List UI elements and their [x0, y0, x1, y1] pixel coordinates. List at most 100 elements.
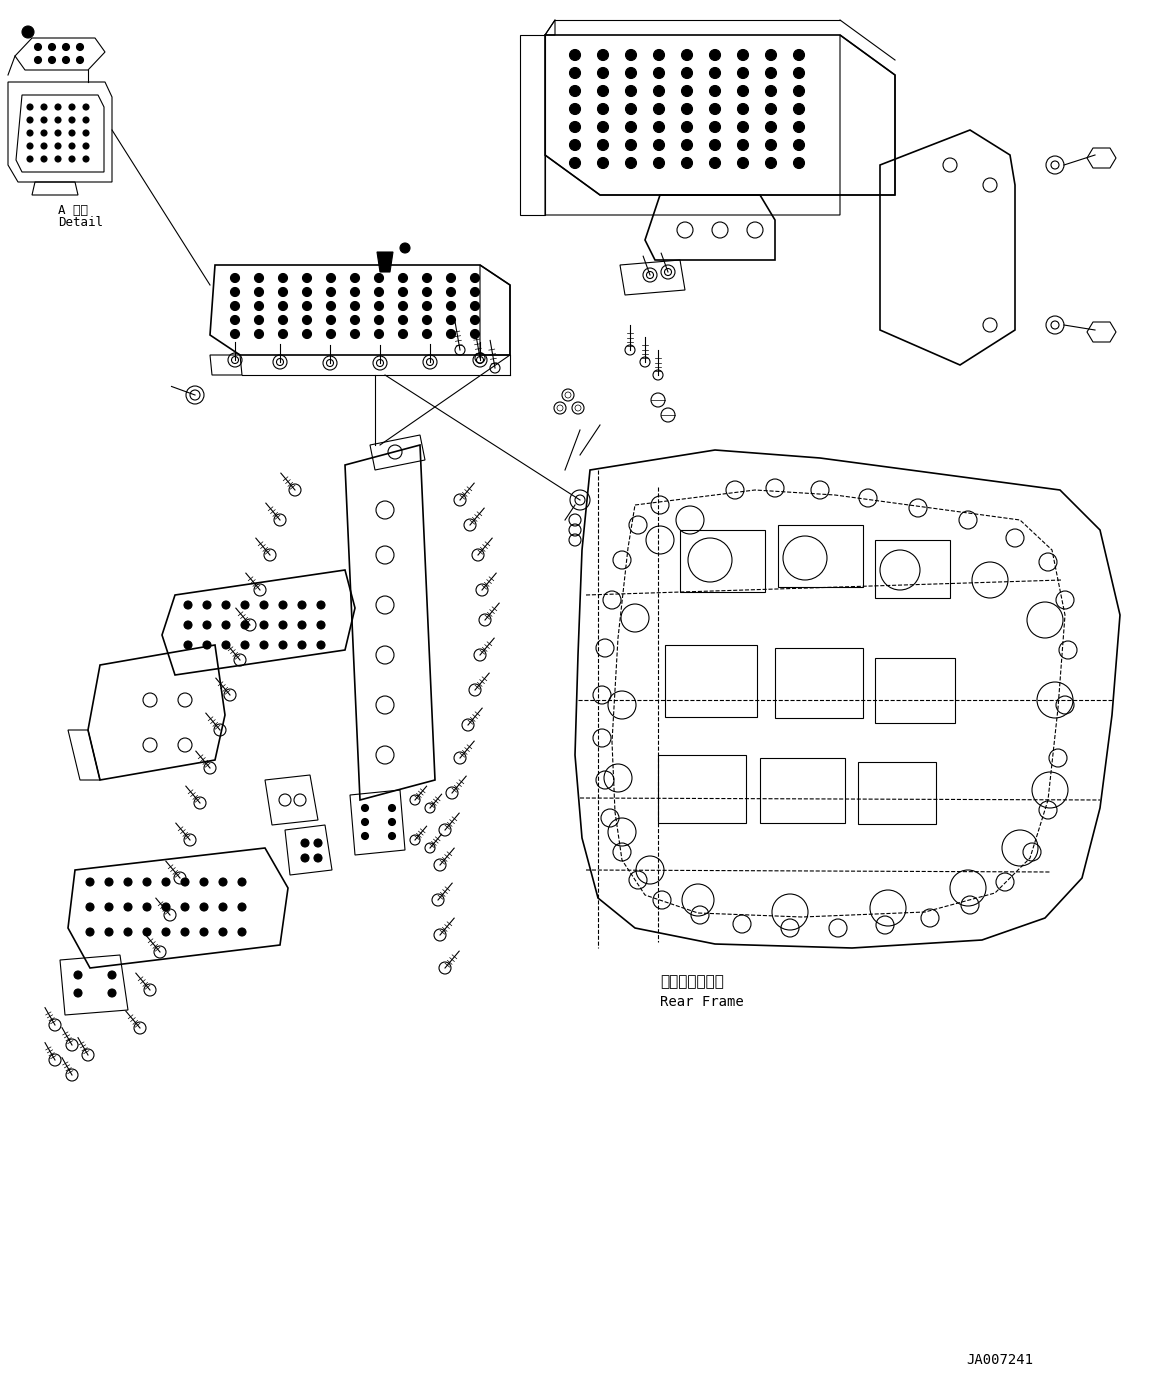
Text: JA007241: JA007241	[966, 1353, 1034, 1367]
Circle shape	[709, 85, 721, 96]
Circle shape	[278, 302, 287, 310]
Circle shape	[241, 640, 249, 649]
Circle shape	[399, 302, 407, 310]
Circle shape	[422, 316, 431, 324]
Circle shape	[69, 156, 74, 161]
Circle shape	[35, 57, 42, 64]
Circle shape	[737, 139, 749, 150]
Circle shape	[302, 316, 312, 324]
Circle shape	[765, 121, 777, 132]
Circle shape	[278, 288, 287, 296]
Circle shape	[230, 273, 240, 283]
Circle shape	[238, 878, 247, 885]
Circle shape	[105, 878, 113, 885]
Circle shape	[261, 621, 267, 629]
Circle shape	[41, 143, 47, 149]
Circle shape	[399, 316, 407, 324]
Circle shape	[570, 139, 580, 150]
Circle shape	[626, 139, 636, 150]
Circle shape	[399, 330, 407, 338]
Circle shape	[83, 129, 90, 136]
Circle shape	[41, 129, 47, 136]
Circle shape	[570, 121, 580, 132]
Circle shape	[69, 143, 74, 149]
Circle shape	[362, 805, 369, 812]
Circle shape	[105, 928, 113, 935]
Circle shape	[298, 621, 306, 629]
Circle shape	[765, 67, 777, 78]
Circle shape	[77, 57, 84, 64]
Circle shape	[255, 288, 264, 296]
Circle shape	[279, 621, 287, 629]
Circle shape	[388, 805, 395, 812]
Circle shape	[27, 129, 33, 136]
Circle shape	[362, 818, 369, 825]
Circle shape	[74, 972, 83, 979]
Circle shape	[317, 601, 324, 610]
Bar	[759, 759, 846, 823]
Circle shape	[222, 601, 230, 610]
Circle shape	[682, 85, 692, 96]
Circle shape	[737, 103, 749, 114]
Circle shape	[204, 601, 211, 610]
Circle shape	[69, 104, 74, 110]
Circle shape	[255, 302, 264, 310]
Circle shape	[27, 156, 33, 161]
Circle shape	[301, 855, 309, 862]
Circle shape	[709, 139, 721, 150]
Circle shape	[222, 621, 230, 629]
Polygon shape	[377, 252, 393, 271]
Circle shape	[422, 330, 431, 338]
Circle shape	[765, 139, 777, 150]
Circle shape	[709, 67, 721, 78]
Circle shape	[279, 601, 287, 610]
Circle shape	[69, 117, 74, 122]
Circle shape	[317, 640, 324, 649]
Circle shape	[626, 67, 636, 78]
Circle shape	[55, 104, 60, 110]
Circle shape	[682, 103, 692, 114]
Circle shape	[737, 50, 749, 60]
Circle shape	[447, 288, 456, 296]
Circle shape	[278, 316, 287, 324]
Circle shape	[255, 273, 264, 283]
Circle shape	[709, 103, 721, 114]
Circle shape	[63, 43, 70, 50]
Circle shape	[83, 156, 90, 161]
Circle shape	[709, 50, 721, 60]
Circle shape	[374, 273, 384, 283]
Circle shape	[49, 57, 56, 64]
Bar	[875, 658, 955, 722]
Circle shape	[598, 103, 608, 114]
Circle shape	[200, 878, 208, 885]
Circle shape	[570, 50, 580, 60]
Circle shape	[314, 855, 322, 862]
Text: A 詳細: A 詳細	[58, 203, 88, 217]
Circle shape	[654, 85, 664, 96]
Circle shape	[230, 316, 240, 324]
Circle shape	[626, 50, 636, 60]
Circle shape	[301, 839, 309, 846]
Circle shape	[327, 302, 335, 310]
Circle shape	[143, 903, 151, 910]
Circle shape	[654, 139, 664, 150]
Bar	[858, 761, 936, 824]
Circle shape	[709, 157, 721, 168]
Circle shape	[83, 143, 90, 149]
Circle shape	[302, 288, 312, 296]
Circle shape	[350, 273, 359, 283]
Circle shape	[350, 316, 359, 324]
Circle shape	[388, 818, 395, 825]
Circle shape	[241, 621, 249, 629]
Circle shape	[86, 928, 94, 935]
Circle shape	[682, 121, 692, 132]
Circle shape	[682, 139, 692, 150]
Circle shape	[654, 157, 664, 168]
Text: Detail: Detail	[58, 217, 104, 230]
Circle shape	[793, 50, 805, 60]
Circle shape	[374, 288, 384, 296]
Circle shape	[598, 67, 608, 78]
Circle shape	[422, 288, 431, 296]
Circle shape	[793, 139, 805, 150]
Circle shape	[598, 121, 608, 132]
